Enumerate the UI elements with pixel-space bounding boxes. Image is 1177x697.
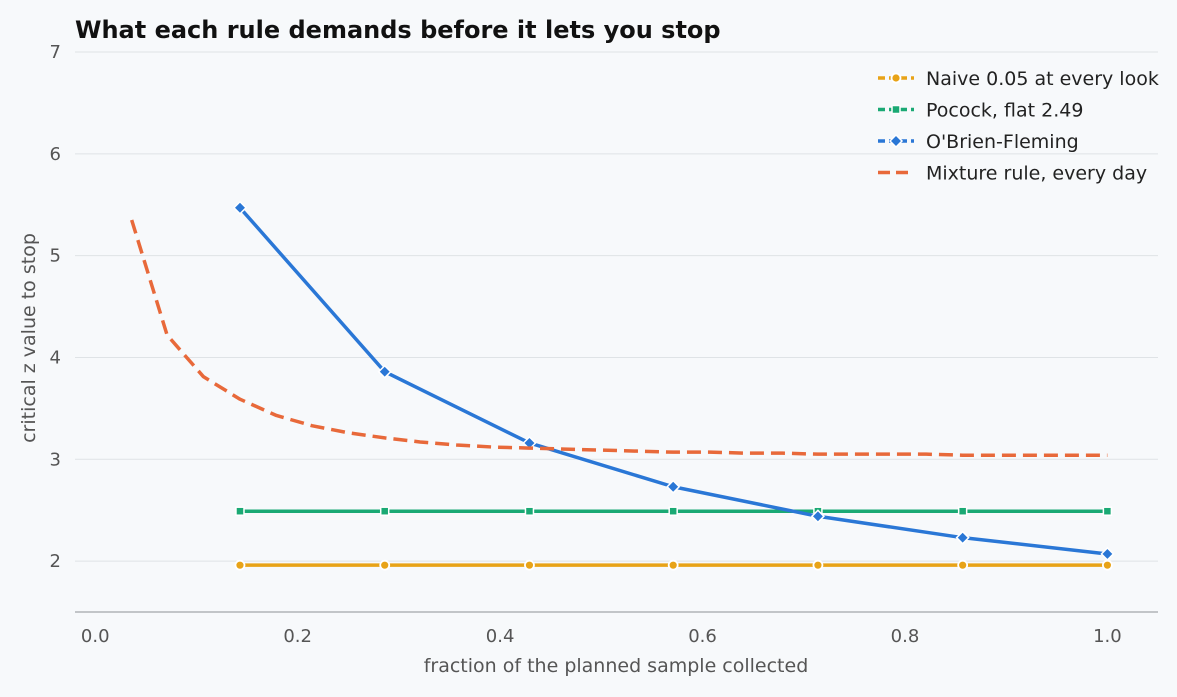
y-tick-label: 4 (50, 347, 61, 368)
gridlines (75, 51, 1158, 562)
y-tick-label: 7 (50, 42, 61, 63)
data-point (812, 559, 824, 571)
legend-marker (891, 104, 901, 115)
legend-entry: O'Brien-Fleming (878, 131, 1079, 153)
data-point (1101, 559, 1113, 571)
x-tick-label: 1.0 (1093, 626, 1122, 647)
y-tick-label: 2 (50, 551, 61, 572)
legend-label: Mixture rule, every day (926, 163, 1147, 185)
x-tick-label: 0.8 (891, 626, 920, 647)
legend: Naive 0.05 at every look Pocock, flat 2.4… (878, 68, 1159, 185)
legend-marker (888, 133, 904, 149)
series-pocock-flat-2-49 (235, 506, 1113, 516)
series-lines (130, 200, 1115, 571)
data-point (232, 200, 248, 215)
data-point (234, 559, 246, 571)
data-point (524, 506, 535, 516)
chart-title: What each rule demands before it lets yo… (75, 16, 721, 44)
data-point (957, 506, 968, 516)
data-point (955, 530, 970, 545)
legend-label: O'Brien-Fleming (926, 131, 1079, 153)
y-tick-label: 3 (50, 449, 61, 470)
data-point (810, 509, 825, 524)
data-point (667, 559, 679, 571)
legend-label: Naive 0.05 at every look (926, 68, 1159, 90)
x-tick-label: 0.4 (486, 626, 515, 647)
series-mixture-rule-every-day (130, 219, 1108, 457)
series-o-brien-fleming (232, 200, 1115, 562)
x-tick-label: 0.2 (283, 626, 312, 647)
x-axis-label: fraction of the planned sample collected (424, 655, 809, 677)
y-tick-label: 6 (50, 144, 61, 165)
axes: 2 3 4 5 6 7 0.0 0.2 0.4 0.6 0.8 1.0 (50, 42, 1158, 647)
legend-entry: Pocock, flat 2.49 (878, 100, 1083, 122)
series-line (130, 219, 1108, 457)
data-point (1102, 506, 1113, 516)
data-point (524, 559, 535, 571)
legend-label: Pocock, flat 2.49 (926, 100, 1083, 122)
legend-marker (890, 72, 902, 84)
x-tick-label: 0.0 (81, 626, 110, 647)
y-axis-label: critical z value to stop (18, 233, 40, 443)
x-tick-label: 0.6 (688, 626, 717, 647)
data-point (668, 506, 678, 516)
data-point (1100, 546, 1115, 562)
data-point (377, 364, 392, 379)
data-point (666, 479, 681, 494)
data-point (379, 506, 390, 516)
series-naive-0-05-at-every-look (234, 559, 1113, 571)
data-point (957, 559, 969, 571)
data-point (235, 506, 245, 516)
legend-entry: Naive 0.05 at every look (878, 68, 1159, 90)
y-tick-label: 5 (50, 246, 61, 267)
legend-entry: Mixture rule, every day (878, 163, 1147, 185)
data-point (379, 559, 391, 571)
series-line (238, 206, 1108, 556)
